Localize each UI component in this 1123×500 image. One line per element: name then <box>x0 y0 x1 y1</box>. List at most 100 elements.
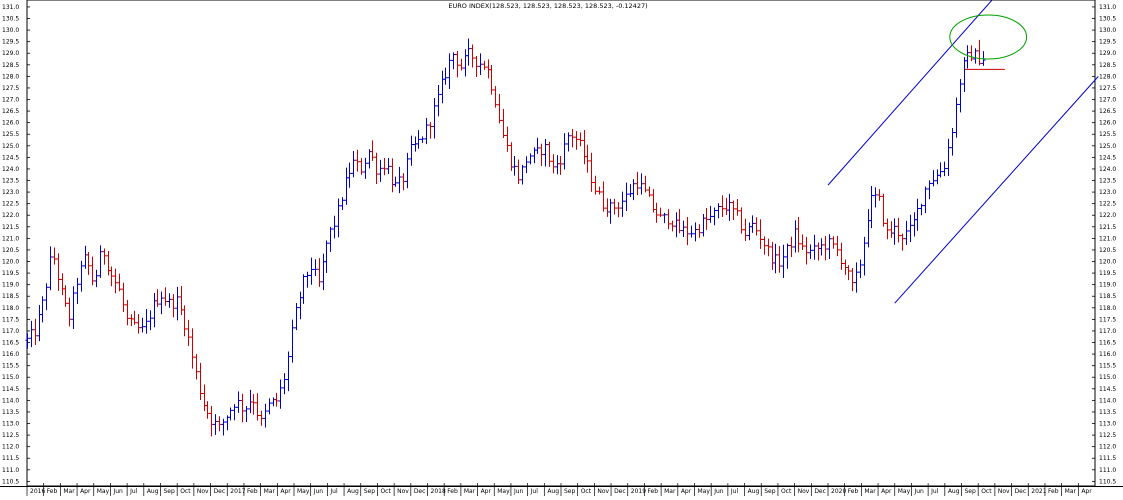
ohlc-bar <box>535 137 540 154</box>
ohlc-bar <box>812 234 817 260</box>
x-axis: 2016 Feb Mar Apr May Jun Jul Aug Sep Oct Nov Dec 201… <box>26 483 1092 496</box>
ohlc-bar <box>965 45 970 69</box>
ohlc-bar <box>363 157 368 179</box>
ohlc-bar <box>282 373 287 395</box>
y-tick-label-right: 124.0 <box>1099 166 1116 173</box>
ohlc-bar <box>908 214 913 242</box>
x-tick-label: Nov <box>197 488 209 495</box>
ohlc-bar <box>482 60 487 70</box>
x-tick-label: Apr <box>80 488 91 495</box>
ohlc-bar <box>75 277 80 304</box>
ohlc-bar <box>858 259 863 279</box>
ohlc-bar <box>336 198 341 238</box>
ohlc-bar <box>117 273 122 292</box>
y-tick-label-right: 125.5 <box>1099 131 1116 138</box>
ohlc-bar <box>259 410 264 426</box>
y-tick-label-left: 120.5 <box>2 247 19 254</box>
x-tick-label: May <box>698 488 711 495</box>
y-tick-label-left: 111.5 <box>2 455 19 462</box>
y-tick-label-left: 125.0 <box>2 143 19 150</box>
y-tick-label-right: 119.0 <box>1099 282 1116 289</box>
x-tick-label: May <box>97 488 110 495</box>
ohlc-bar <box>800 234 805 251</box>
ohlc-bar <box>309 257 314 285</box>
y-tick-label-right: 111.0 <box>1099 467 1116 474</box>
ohlc-bar <box>451 52 456 70</box>
y-tick-label-right: 114.5 <box>1099 386 1116 393</box>
y-tick-label-right: 121.0 <box>1099 235 1116 242</box>
ohlc-bar <box>547 141 552 167</box>
ohlc-bar <box>274 392 279 407</box>
ohlc-bar <box>923 186 928 214</box>
ohlc-bar <box>71 286 76 329</box>
ohlc-bar <box>873 187 878 208</box>
y-tick-label-left: 129.5 <box>2 39 19 46</box>
ohlc-bar <box>904 220 909 245</box>
x-tick-label: Aug <box>147 488 159 495</box>
ohlc-bar <box>25 333 30 349</box>
y-tick-label-right: 123.5 <box>1099 178 1116 185</box>
x-tick-label: Nov <box>397 488 409 495</box>
y-tick-label-left: 114.5 <box>2 386 19 393</box>
ohlc-bar <box>109 266 114 287</box>
y-tick-label-left: 120.0 <box>2 259 19 266</box>
y-tick-label-left: 131.0 <box>2 4 19 11</box>
ohlc-bar <box>355 149 360 172</box>
ohlc-bar <box>693 222 698 242</box>
ohlc-bar <box>808 244 813 260</box>
y-tick-label-left: 116.0 <box>2 351 19 358</box>
x-tick-label: Jul <box>129 488 138 495</box>
x-tick-label: Apr <box>481 488 492 495</box>
ohlc-bar <box>33 318 38 345</box>
ohlc-bar <box>677 209 682 234</box>
ohlc-bar <box>639 173 644 195</box>
x-tick-label: Mar <box>63 488 75 495</box>
x-tick-label: Apr <box>881 488 892 495</box>
ohlc-bar <box>654 202 659 223</box>
y-tick-label-left: 123.0 <box>2 189 19 196</box>
ohlc-bar <box>409 135 414 166</box>
x-tick-label: Nov <box>998 488 1010 495</box>
ohlc-bar <box>405 152 410 189</box>
ohlc-bar <box>217 416 222 432</box>
ohlc-bar <box>892 218 897 245</box>
y-tick-label-left: 112.0 <box>2 444 19 451</box>
y-tick-label-left: 119.0 <box>2 282 19 289</box>
ohlc-bar <box>347 162 352 188</box>
x-tick-label: 2021 <box>1031 488 1046 495</box>
ohlc-bar <box>459 58 464 71</box>
y-tick-label-left: 115.5 <box>2 363 19 370</box>
ohlc-bar <box>98 245 103 278</box>
ohlc-bar <box>182 305 187 337</box>
y-tick-label-right: 117.0 <box>1099 328 1116 335</box>
y-tick-label-right: 110.5 <box>1099 478 1116 485</box>
ohlc-bar <box>616 202 621 218</box>
x-tick-label: Feb <box>47 488 58 495</box>
y-tick-label-right: 116.0 <box>1099 351 1116 358</box>
x-tick-label: Feb <box>848 488 859 495</box>
x-tick-label: Mar <box>264 488 276 495</box>
ohlc-bar <box>777 246 782 273</box>
x-tick-label: Feb <box>647 488 658 495</box>
ohlc-bar <box>148 310 153 331</box>
price-bars <box>25 38 986 437</box>
x-tick-label: Sep <box>364 488 376 495</box>
y-tick-label-left: 126.5 <box>2 108 19 115</box>
ohlc-bar <box>785 243 790 269</box>
ohlc-bar <box>155 289 160 307</box>
ohlc-bar <box>539 143 544 167</box>
ohlc-bar <box>474 55 479 77</box>
ohlc-bar <box>125 299 130 326</box>
ohlc-bar <box>505 126 510 152</box>
x-tick-label: Apr <box>280 488 291 495</box>
highlight-ellipse <box>949 14 1028 60</box>
x-tick-label: Jun <box>112 488 123 495</box>
ohlc-bar <box>386 158 391 175</box>
ohlc-bar <box>758 219 763 249</box>
ohlc-bar <box>789 236 794 257</box>
ohlc-bar <box>597 186 602 195</box>
ohlc-bar <box>754 217 759 236</box>
ohlc-bar <box>236 391 241 413</box>
ohlc-bar <box>94 269 99 288</box>
